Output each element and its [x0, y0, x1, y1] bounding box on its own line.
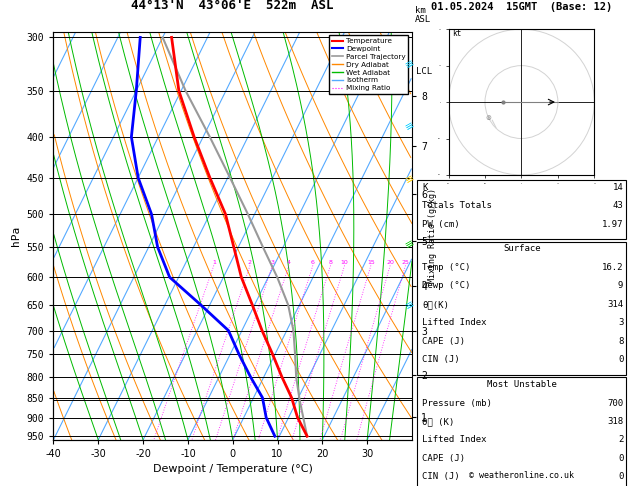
Text: Surface: Surface [503, 244, 540, 254]
Text: 1.97: 1.97 [602, 220, 623, 229]
Text: 1: 1 [212, 260, 216, 265]
Text: Temp (°C): Temp (°C) [422, 263, 470, 272]
Text: kt: kt [452, 30, 462, 38]
Text: 44°13'N  43°06'E  522m  ASL: 44°13'N 43°06'E 522m ASL [131, 0, 334, 12]
Text: 3: 3 [618, 318, 623, 328]
Text: 0: 0 [618, 472, 623, 482]
Text: 9: 9 [618, 281, 623, 291]
Text: Totals Totals: Totals Totals [422, 201, 492, 210]
Text: ≡: ≡ [404, 119, 416, 132]
Text: 0: 0 [618, 355, 623, 364]
X-axis label: Dewpoint / Temperature (°C): Dewpoint / Temperature (°C) [153, 465, 313, 474]
Text: ≡: ≡ [404, 57, 416, 71]
Text: ≡: ≡ [404, 237, 416, 251]
Text: 43: 43 [613, 201, 623, 210]
Text: 14: 14 [613, 183, 623, 192]
Text: Lifted Index: Lifted Index [422, 435, 487, 445]
Text: Lifted Index: Lifted Index [422, 318, 487, 328]
Text: 0: 0 [618, 454, 623, 463]
Text: 8: 8 [328, 260, 333, 265]
Text: CIN (J): CIN (J) [422, 472, 460, 482]
Text: $\circledcirc$: $\circledcirc$ [485, 113, 493, 122]
Text: ≡: ≡ [404, 298, 416, 312]
Text: 16.2: 16.2 [602, 263, 623, 272]
Text: 6: 6 [311, 260, 314, 265]
Text: © weatheronline.co.uk: © weatheronline.co.uk [469, 471, 574, 480]
Text: 318: 318 [607, 417, 623, 426]
Text: 20: 20 [386, 260, 394, 265]
Text: 700: 700 [607, 399, 623, 408]
Text: km
ASL: km ASL [415, 6, 431, 24]
Text: Most Unstable: Most Unstable [487, 380, 557, 389]
Text: CAPE (J): CAPE (J) [422, 337, 465, 346]
Text: 25: 25 [401, 260, 409, 265]
Legend: Temperature, Dewpoint, Parcel Trajectory, Dry Adiabat, Wet Adiabat, Isotherm, Mi: Temperature, Dewpoint, Parcel Trajectory… [329, 35, 408, 94]
Text: Pressure (mb): Pressure (mb) [422, 399, 492, 408]
Text: 3: 3 [270, 260, 274, 265]
Text: K: K [422, 183, 428, 192]
Text: 2: 2 [618, 435, 623, 445]
Text: Mixing Ratio (g/kg): Mixing Ratio (g/kg) [428, 188, 437, 283]
Y-axis label: hPa: hPa [11, 226, 21, 246]
Text: 01.05.2024  15GMT  (Base: 12): 01.05.2024 15GMT (Base: 12) [431, 2, 612, 12]
Text: LCL: LCL [416, 67, 431, 76]
Text: Dewp (°C): Dewp (°C) [422, 281, 470, 291]
Text: 8: 8 [618, 337, 623, 346]
Text: ≡: ≡ [404, 172, 416, 185]
Text: 4: 4 [287, 260, 291, 265]
Text: 2: 2 [248, 260, 252, 265]
Text: 314: 314 [607, 300, 623, 309]
Text: CAPE (J): CAPE (J) [422, 454, 465, 463]
Text: PW (cm): PW (cm) [422, 220, 460, 229]
Text: 10: 10 [341, 260, 348, 265]
Text: 15: 15 [367, 260, 375, 265]
Text: θᴄ(K): θᴄ(K) [422, 300, 449, 309]
Text: CIN (J): CIN (J) [422, 355, 460, 364]
Text: θᴄ (K): θᴄ (K) [422, 417, 454, 426]
